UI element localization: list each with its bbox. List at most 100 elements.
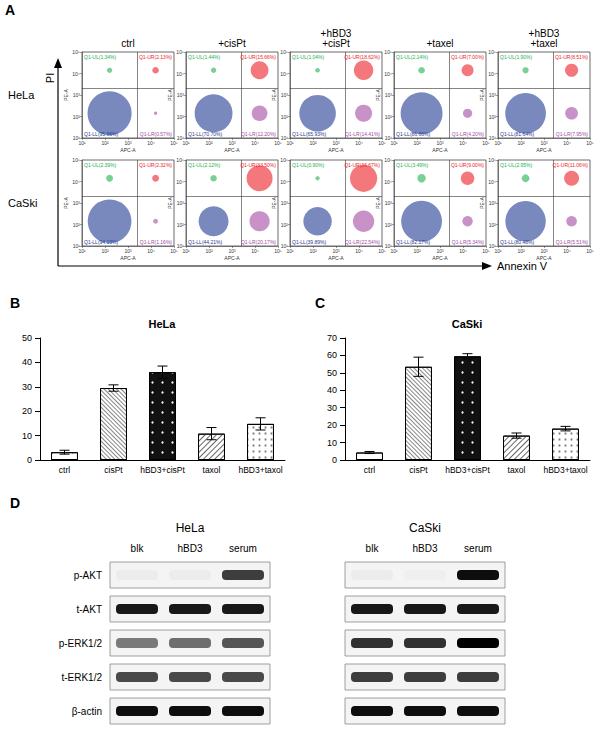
svg-text:APC-A: APC-A	[224, 255, 240, 261]
svg-text:10²: 10²	[205, 140, 213, 146]
svg-text:10⁴: 10⁴	[72, 71, 80, 77]
svg-text:10³: 10³	[436, 140, 444, 146]
svg-text:10²: 10²	[309, 140, 317, 146]
svg-text:10²: 10²	[309, 248, 317, 254]
svg-text:10³: 10³	[540, 140, 548, 146]
svg-text:CaSki: CaSki	[452, 318, 483, 330]
svg-text:0: 0	[27, 455, 32, 465]
svg-text:PE-A: PE-A	[375, 197, 381, 209]
svg-text:10¹: 10¹	[78, 248, 86, 254]
svg-text:10³: 10³	[385, 92, 393, 98]
svg-text:10³: 10³	[177, 200, 185, 206]
svg-text:10⁵: 10⁵	[482, 140, 490, 146]
svg-text:40: 40	[22, 357, 32, 367]
svg-text:10⁴: 10⁴	[384, 179, 392, 185]
svg-text:APC-A: APC-A	[432, 147, 448, 153]
svg-text:10³: 10³	[73, 92, 81, 98]
svg-text:t-ERK1/2: t-ERK1/2	[61, 672, 102, 683]
svg-text:10⁴: 10⁴	[147, 248, 155, 254]
svg-text:10²: 10²	[385, 114, 393, 120]
svg-text:hBD3+taxol: hBD3+taxol	[238, 465, 282, 475]
svg-text:0: 0	[332, 455, 337, 465]
svg-text:p-AKT: p-AKT	[74, 570, 102, 581]
svg-text:60: 60	[327, 350, 337, 360]
svg-text:10⁵: 10⁵	[170, 248, 178, 254]
svg-text:10²: 10²	[177, 114, 185, 120]
svg-text:10²: 10²	[517, 248, 525, 254]
svg-text:+taxel: +taxel	[427, 38, 454, 49]
svg-text:10³: 10³	[124, 248, 132, 254]
svg-text:PI: PI	[44, 73, 56, 83]
svg-text:10²: 10²	[73, 114, 81, 120]
svg-text:10⁴: 10⁴	[488, 179, 496, 185]
svg-text:10⁵: 10⁵	[488, 157, 496, 163]
svg-text:cisPt: cisPt	[104, 465, 123, 475]
svg-text:10⁴: 10⁴	[459, 248, 467, 254]
svg-text:10³: 10³	[281, 92, 289, 98]
svg-text:10²: 10²	[489, 114, 497, 120]
svg-text:PE-A: PE-A	[479, 89, 485, 101]
svg-text:hBD3: hBD3	[412, 543, 437, 554]
svg-text:serum: serum	[464, 543, 492, 554]
svg-text:10³: 10³	[489, 92, 497, 98]
svg-text:10³: 10³	[73, 200, 81, 206]
svg-text:10⁴: 10⁴	[176, 71, 184, 77]
svg-text:ctrl: ctrl	[59, 465, 70, 475]
svg-text:ctrl: ctrl	[364, 465, 375, 475]
svg-text:Q1-LL(80.48%): Q1-LL(80.48%)	[500, 239, 535, 245]
svg-text:APC-A: APC-A	[432, 255, 448, 261]
svg-text:APC-A: APC-A	[328, 147, 344, 153]
svg-text:Q1-UL(1.34%): Q1-UL(1.34%)	[84, 54, 117, 60]
svg-text:taxol: taxol	[508, 465, 526, 475]
svg-text:Q1-LR(5.34%): Q1-LR(5.34%)	[452, 239, 485, 245]
svg-text:10⁵: 10⁵	[482, 248, 490, 254]
svg-text:HeLa: HeLa	[8, 89, 35, 101]
svg-text:cisPt: cisPt	[409, 465, 428, 475]
svg-text:10⁵: 10⁵	[176, 157, 184, 163]
svg-text:10⁵: 10⁵	[378, 140, 386, 146]
svg-text:Q1-LL(44.21%): Q1-LL(44.21%)	[188, 239, 223, 245]
svg-text:10⁴: 10⁴	[72, 179, 80, 185]
svg-text:Q1-LL(39.89%): Q1-LL(39.89%)	[292, 239, 327, 245]
svg-text:10⁵: 10⁵	[274, 140, 282, 146]
svg-text:PE-A: PE-A	[479, 197, 485, 209]
svg-text:CaSki: CaSki	[409, 521, 441, 535]
svg-text:Q1-LL(82.17%): Q1-LL(82.17%)	[396, 239, 431, 245]
svg-text:Q1-LL(95.96%): Q1-LL(95.96%)	[84, 131, 119, 137]
svg-text:Q1-UR(36.67%): Q1-UR(36.67%)	[344, 162, 380, 168]
svg-text:Q1-UL(1.44%): Q1-UL(1.44%)	[188, 54, 221, 60]
svg-text:10²: 10²	[281, 222, 289, 228]
svg-text:40: 40	[327, 385, 337, 395]
svg-text:50: 50	[327, 368, 337, 378]
svg-text:10³: 10³	[177, 92, 185, 98]
svg-text:10⁴: 10⁴	[384, 71, 392, 77]
svg-text:10³: 10³	[540, 248, 548, 254]
svg-text:PE-A: PE-A	[271, 89, 277, 101]
svg-text:10⁴: 10⁴	[563, 140, 571, 146]
svg-text:10²: 10²	[73, 222, 81, 228]
svg-text:10⁴: 10⁴	[251, 140, 259, 146]
svg-text:10¹: 10¹	[390, 140, 398, 146]
svg-text:Q1-UR(7.00%): Q1-UR(7.00%)	[451, 54, 484, 60]
svg-text:Q1-UL(2.39%): Q1-UL(2.39%)	[84, 162, 117, 168]
svg-text:10⁵: 10⁵	[384, 157, 392, 163]
svg-text:10²: 10²	[385, 222, 393, 228]
svg-text:10⁴: 10⁴	[280, 71, 288, 77]
svg-text:D: D	[10, 495, 20, 511]
svg-text:10³: 10³	[489, 200, 497, 206]
svg-text:Q1-LR(0.57%): Q1-LR(0.57%)	[140, 131, 173, 137]
svg-text:50: 50	[22, 333, 32, 343]
svg-text:APC-A: APC-A	[120, 147, 136, 153]
svg-text:Q1-UR(18.62%): Q1-UR(18.62%)	[344, 54, 380, 60]
svg-text:10²: 10²	[177, 222, 185, 228]
svg-text:10⁴: 10⁴	[280, 179, 288, 185]
svg-text:PE-A: PE-A	[167, 197, 173, 209]
svg-text:10⁵: 10⁵	[176, 49, 184, 55]
svg-text:10: 10	[22, 431, 32, 441]
svg-text:10¹: 10¹	[286, 140, 294, 146]
svg-text:Q1-LR(5.51%): Q1-LR(5.51%)	[556, 239, 589, 245]
svg-text:Q1-LL(81.64%): Q1-LL(81.64%)	[500, 131, 535, 137]
svg-text:Q1-UR(33.50%): Q1-UR(33.50%)	[240, 162, 276, 168]
svg-text:Q1-UL(2.12%): Q1-UL(2.12%)	[188, 162, 221, 168]
svg-text:30: 30	[327, 403, 337, 413]
